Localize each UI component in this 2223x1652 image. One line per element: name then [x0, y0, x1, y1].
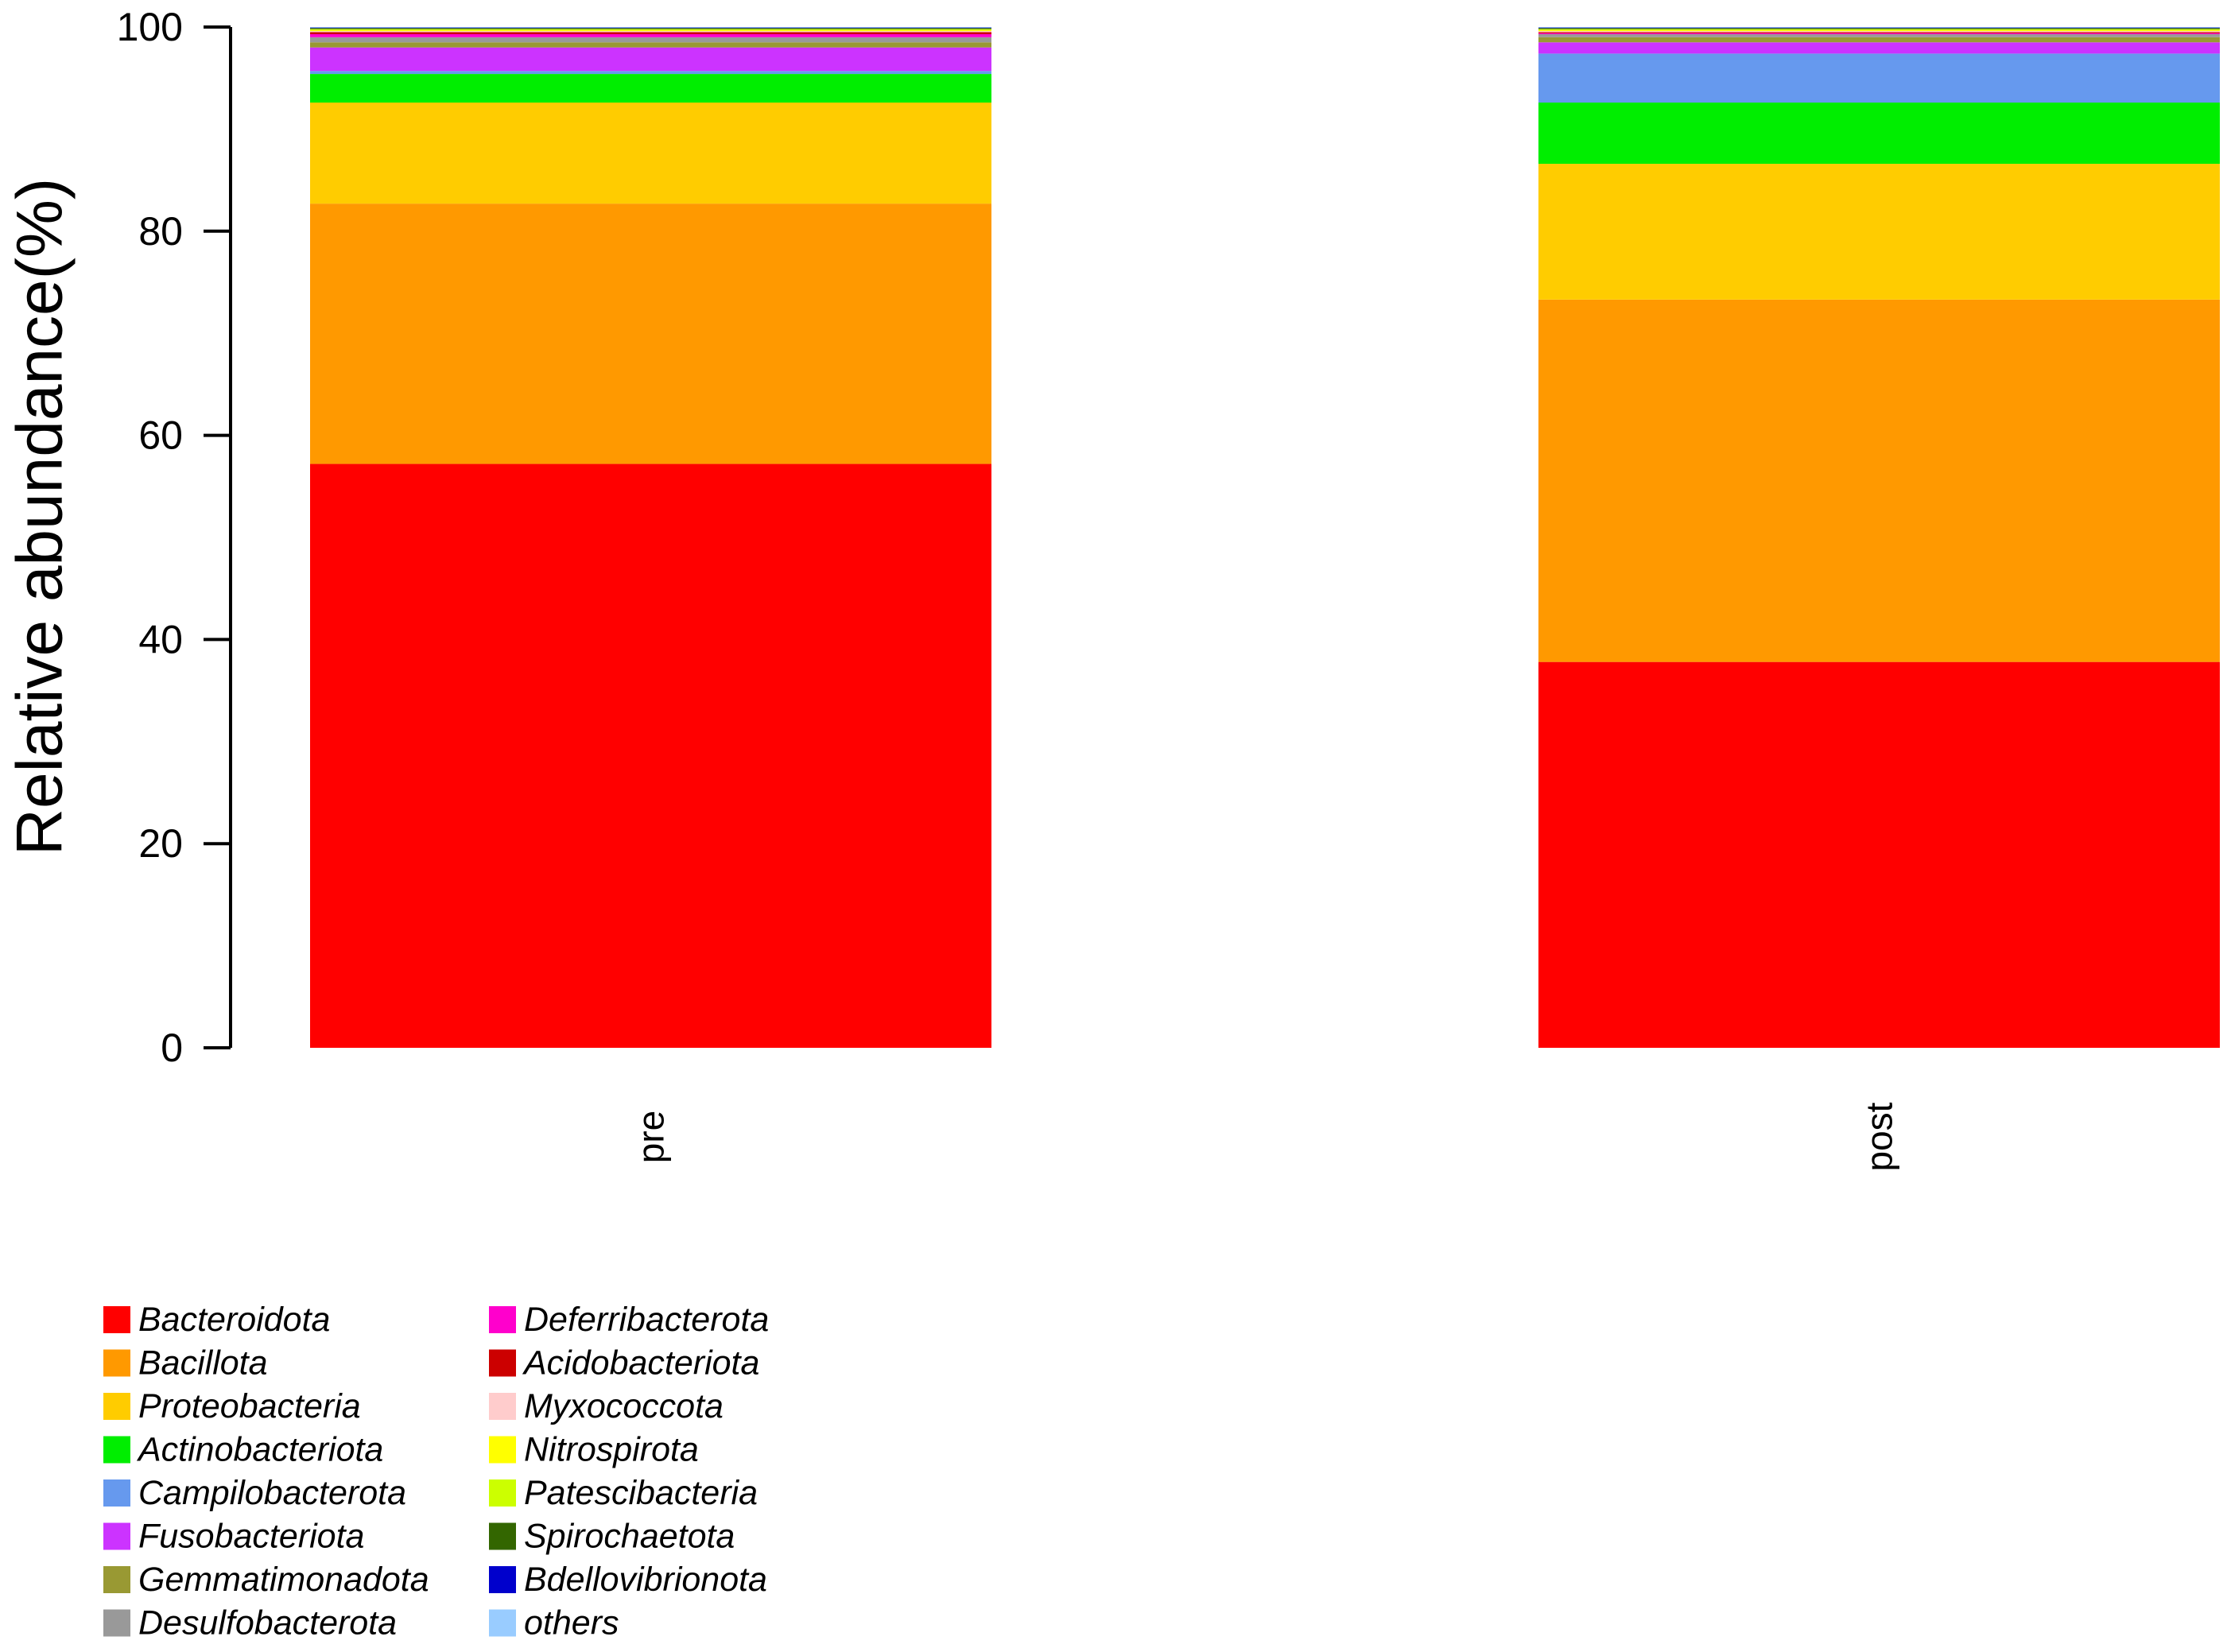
legend-label-deferribacterota: Deferribacterota	[524, 1301, 769, 1339]
legend-label-gemmatimonadota: Gemmatimonadota	[138, 1561, 429, 1599]
legend-label-bacteroidota: Bacteroidota	[138, 1301, 330, 1339]
legend-label-patescibacteria: Patescibacteria	[524, 1474, 758, 1512]
bar-segment-post-actinobacteriota	[1538, 103, 2220, 165]
bars-layer	[310, 27, 2220, 1048]
bar-segment-post-myxococcota	[1538, 31, 2220, 33]
y-tick-label-20: 20	[138, 821, 183, 866]
legend-swatch-proteobacteria	[103, 1393, 130, 1420]
legend-swatch-deferribacterota	[489, 1306, 516, 1333]
legend-swatch-patescibacteria	[489, 1479, 516, 1507]
bar-segment-pre-bacteroidota	[310, 463, 991, 1048]
x-label-post: post	[1859, 1102, 1900, 1171]
x-label-pre: pre	[630, 1111, 672, 1163]
bar-segment-pre-gemmatimonadota	[310, 42, 991, 48]
bar-segment-pre-nitrospirota	[310, 29, 991, 32]
legend-label-others: others	[524, 1604, 619, 1642]
bar-segment-post-spirochaetota	[1538, 28, 2220, 29]
bar-segment-post-acidobacteriota	[1538, 32, 2220, 33]
legend-label-actinobacteriota: Actinobacteriota	[136, 1431, 383, 1469]
legend-swatch-bdellovibrionota	[489, 1566, 516, 1593]
legend-swatch-bacteroidota	[103, 1306, 130, 1333]
bar-segment-post-gemmatimonadota	[1538, 37, 2220, 43]
bar-segment-pre-bacillota	[310, 204, 991, 464]
legend-swatch-nitrospirota	[489, 1436, 516, 1464]
legend-swatch-actinobacteriota	[103, 1436, 130, 1464]
bar-segment-pre-patescibacteria	[310, 29, 991, 30]
legend-swatch-bacillota	[103, 1349, 130, 1377]
legend-label-proteobacteria: Proteobacteria	[138, 1387, 361, 1425]
legend: Bacteroidota Bacillota Proteobacteria Actin…	[103, 1301, 769, 1642]
y-axis-title: Relative abundance(%)	[4, 178, 76, 855]
legend-label-campilobacterota: Campilobacterota	[138, 1474, 406, 1512]
bar-segment-post-patescibacteria	[1538, 29, 2220, 30]
legend-label-myxococcota: Myxococcota	[524, 1387, 724, 1425]
legend-label-nitrospirota: Nitrospirota	[524, 1431, 699, 1469]
bar-segment-post-proteobacteria	[1538, 164, 2220, 300]
legend-swatch-gemmatimonadota	[103, 1566, 130, 1593]
bar-segment-pre-actinobacteriota	[310, 74, 991, 103]
bar-segment-post-desulfobacterota	[1538, 33, 2220, 37]
legend-label-desulfobacterota: Desulfobacterota	[138, 1604, 397, 1642]
legend-swatch-others	[489, 1609, 516, 1637]
bar-segment-pre-acidobacteriota	[310, 32, 991, 34]
legend-swatch-spirochaetota	[489, 1522, 516, 1550]
bar-segment-post-nitrospirota	[1538, 29, 2220, 32]
bar-segment-pre-others	[310, 27, 991, 28]
bar-segment-pre-bdellovibrionota	[310, 27, 991, 29]
legend-swatch-fusobacteriota	[103, 1522, 130, 1550]
legend-swatch-myxococcota	[489, 1393, 516, 1420]
x-axis-labels: pre post	[630, 1102, 1900, 1171]
bar-segment-post-deferribacterota	[1538, 33, 2220, 34]
bar-segment-post-campilobacterota	[1538, 53, 2220, 103]
bar-segment-post-bdellovibrionota	[1538, 27, 2220, 29]
legend-label-spirochaetota: Spirochaetota	[524, 1518, 735, 1556]
legend-label-bdellovibrionota: Bdellovibrionota	[524, 1561, 767, 1599]
bar-segment-pre-myxococcota	[310, 31, 991, 33]
bar-segment-post-fusobacteriota	[1538, 42, 2220, 54]
bar-segment-post-bacillota	[1538, 299, 2220, 662]
legend-label-acidobacteriota: Acidobacteriota	[522, 1344, 759, 1382]
bar-segment-post-bacteroidota	[1538, 661, 2220, 1048]
bar-segment-pre-campilobacterota	[310, 71, 991, 75]
y-axis: 0 20 40 60 80 100	[117, 5, 232, 1070]
y-tick-label-0: 0	[161, 1026, 183, 1070]
legend-swatch-acidobacteriota	[489, 1349, 516, 1377]
y-tick-label-40: 40	[138, 617, 183, 661]
y-tick-label-100: 100	[117, 5, 183, 49]
legend-swatch-desulfobacterota	[103, 1609, 130, 1637]
bar-segment-pre-desulfobacterota	[310, 37, 991, 43]
legend-label-fusobacteriota: Fusobacteriota	[138, 1518, 364, 1556]
bar-segment-pre-fusobacteriota	[310, 47, 991, 72]
legend-swatch-campilobacterota	[103, 1479, 130, 1507]
bar-segment-pre-deferribacterota	[310, 33, 991, 37]
legend-label-bacillota: Bacillota	[138, 1344, 268, 1382]
y-tick-label-80: 80	[138, 209, 183, 254]
bar-segment-post-others	[1538, 27, 2220, 28]
bar-segment-pre-spirochaetota	[310, 28, 991, 29]
y-tick-label-60: 60	[138, 413, 183, 458]
bar-segment-pre-proteobacteria	[310, 103, 991, 204]
